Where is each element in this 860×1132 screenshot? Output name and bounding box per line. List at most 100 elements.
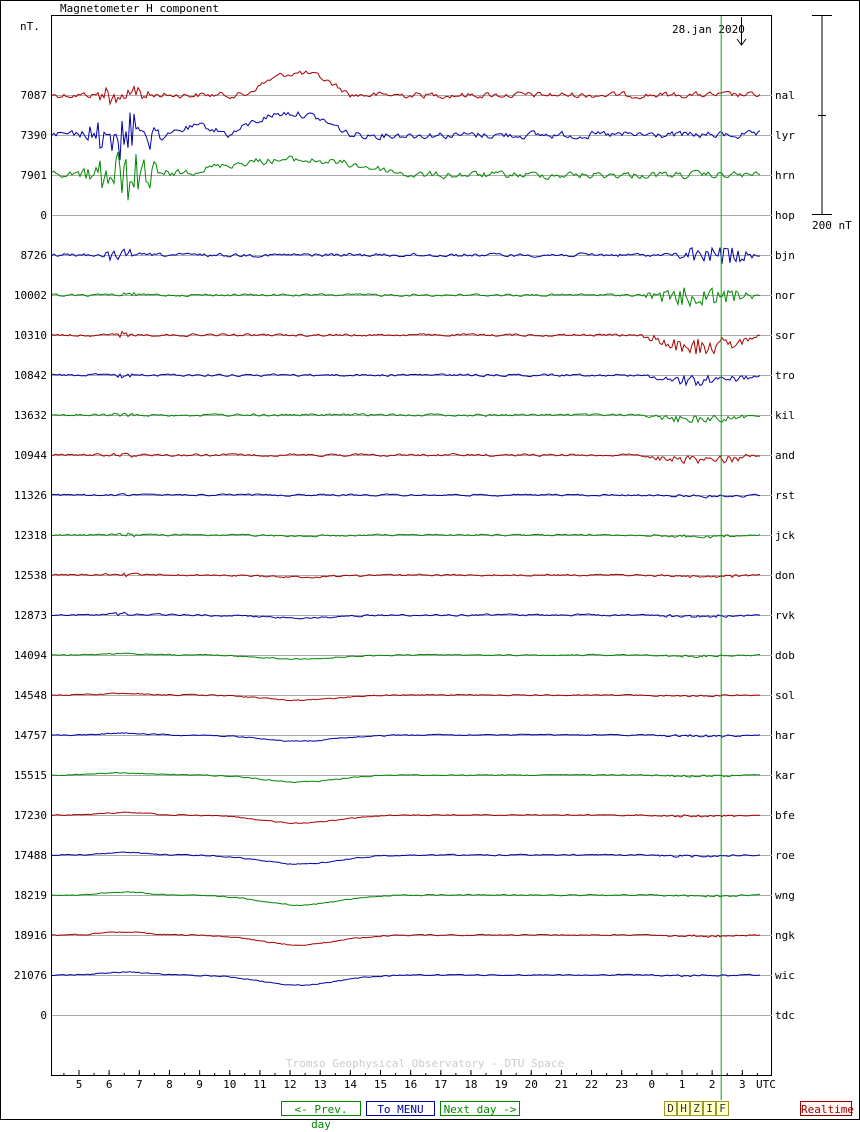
realtime-button[interactable]: Realtime [800, 1101, 854, 1116]
series-line-ngk [51, 931, 761, 946]
plot-area [51, 15, 772, 1076]
baseline-value-label: 10944 [14, 449, 47, 462]
station-label: hop [775, 209, 795, 222]
date-arrow-icon [736, 17, 747, 46]
baseline-value-label: 7390 [21, 129, 48, 142]
station-label: roe [775, 849, 795, 862]
x-tick-label: 16 [404, 1078, 417, 1091]
series-line-nal [51, 70, 761, 106]
x-tick-label: 17 [434, 1078, 447, 1091]
baseline-value-label: 18219 [14, 889, 47, 902]
station-label: bjn [775, 249, 795, 262]
component-selector: D H Z I F [664, 1101, 729, 1116]
station-label: nor [775, 289, 795, 302]
scale-bar [812, 15, 832, 215]
series-line-dob [51, 652, 761, 660]
x-tick-label: 3 [739, 1078, 746, 1091]
station-label: bfe [775, 809, 795, 822]
credit-text: Tromso Geophysical Observatory - DTU Spa… [286, 1057, 564, 1070]
series-line-rst [51, 493, 761, 499]
station-label: dob [775, 649, 795, 662]
series-line-wic [51, 971, 761, 987]
component-i-button[interactable]: I [703, 1101, 716, 1116]
station-label: hrn [775, 169, 795, 182]
series-line-har [51, 732, 761, 742]
x-tick-label: 22 [585, 1078, 598, 1091]
prev-day-button[interactable]: <- Prev. day [281, 1101, 361, 1131]
series-line-bfe [51, 811, 761, 825]
x-tick-label: 12 [283, 1078, 296, 1091]
station-label: ngk [775, 929, 795, 942]
component-f-button[interactable]: F [716, 1101, 729, 1116]
x-tick-label: 9 [196, 1078, 203, 1091]
baseline-value-label: 10842 [14, 369, 47, 382]
chart-title: Magnetometer H component [60, 2, 219, 15]
baseline-value-label: 13632 [14, 409, 47, 422]
baseline-value-label: 15515 [14, 769, 47, 782]
baseline-value-label: 0 [40, 209, 47, 222]
component-d-button[interactable]: D [664, 1101, 677, 1116]
baseline-value-label: 7087 [21, 89, 48, 102]
series-line-sol [51, 692, 760, 702]
x-tick-label: 15 [374, 1078, 387, 1091]
series-line-roe [51, 851, 761, 865]
next-day-button[interactable]: Next day -> [440, 1101, 520, 1116]
series-line-sor [51, 330, 761, 355]
x-tick-label: 0 [649, 1078, 656, 1091]
baseline-value-label: 17488 [14, 849, 47, 862]
series-line-bjn [51, 246, 761, 264]
x-tick-label: 11 [253, 1078, 266, 1091]
baseline-value-label: 21076 [14, 969, 47, 982]
station-label: lyr [775, 129, 795, 142]
series-line-nor [51, 287, 761, 309]
baseline-value-label: 11326 [14, 489, 47, 502]
x-tick-label: 21 [555, 1078, 568, 1091]
station-label: kil [775, 409, 795, 422]
series-line-hrn [51, 151, 761, 201]
series-line-don [51, 572, 761, 579]
series-line-kar [51, 771, 761, 784]
x-tick-label: 23 [615, 1078, 628, 1091]
series-line-rvk [51, 611, 761, 620]
scale-label: 200 nT [812, 219, 852, 232]
x-tick-label: 8 [166, 1078, 173, 1091]
series-line-kil [51, 412, 760, 424]
x-tick-label: 1 [679, 1078, 686, 1091]
component-z-button[interactable]: Z [690, 1101, 703, 1116]
baseline-value-label: 10002 [14, 289, 47, 302]
menu-button[interactable]: To MENU [366, 1101, 435, 1116]
station-label: nal [775, 89, 795, 102]
station-label: and [775, 449, 795, 462]
baseline-value-label: 10310 [14, 329, 47, 342]
x-axis-unit: UTC [756, 1078, 776, 1091]
series-line-tro [51, 373, 761, 387]
baseline-value-label: 18916 [14, 929, 47, 942]
station-label: jck [775, 529, 795, 542]
x-tick-label: 10 [223, 1078, 236, 1091]
baseline-value-label: 0 [40, 1009, 47, 1022]
station-label: don [775, 569, 795, 582]
baseline-value-label: 14094 [14, 649, 47, 662]
baseline-value-label: 12538 [14, 569, 47, 582]
station-label: har [775, 729, 795, 742]
series-line-and [51, 452, 761, 465]
x-tick-label: 20 [525, 1078, 538, 1091]
series-line-jck [51, 532, 761, 539]
series-line-wng [51, 891, 760, 907]
station-label: sor [775, 329, 795, 342]
station-label: kar [775, 769, 795, 782]
component-h-button[interactable]: H [677, 1101, 690, 1116]
baseline-value-label: 14548 [14, 689, 47, 702]
x-tick-label: 13 [314, 1078, 327, 1091]
station-label: tro [775, 369, 795, 382]
baseline-value-label: 8726 [21, 249, 48, 262]
x-tick-label: 6 [106, 1078, 113, 1091]
x-tick-label: 2 [709, 1078, 716, 1091]
station-label: rst [775, 489, 795, 502]
station-label: rvk [775, 609, 795, 622]
baseline-value-label: 12318 [14, 529, 47, 542]
station-label: sol [775, 689, 795, 702]
station-label: wic [775, 969, 795, 982]
x-tick-label: 5 [76, 1078, 83, 1091]
baseline-value-label: 17230 [14, 809, 47, 822]
